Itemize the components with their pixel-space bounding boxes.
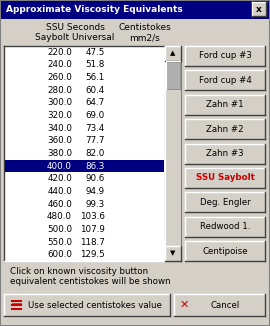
Bar <box>5 160 164 172</box>
Text: 82.0: 82.0 <box>86 149 105 158</box>
Text: 220.0: 220.0 <box>47 48 72 57</box>
Text: 420.0: 420.0 <box>47 174 72 183</box>
Text: 550.0: 550.0 <box>47 238 72 246</box>
Bar <box>4 294 170 316</box>
Bar <box>185 70 265 90</box>
Text: 107.9: 107.9 <box>80 225 105 234</box>
Text: SSU Seconds: SSU Seconds <box>46 23 104 33</box>
Text: 400.0: 400.0 <box>47 162 72 170</box>
Bar <box>4 46 165 261</box>
Text: 47.5: 47.5 <box>86 48 105 57</box>
Text: Ford cup #3: Ford cup #3 <box>198 52 251 61</box>
Text: SSU Saybolt: SSU Saybolt <box>195 173 254 182</box>
Text: Saybolt Universal: Saybolt Universal <box>35 34 115 42</box>
Text: 99.3: 99.3 <box>86 200 105 209</box>
Text: Zahn #1: Zahn #1 <box>206 100 244 109</box>
Text: 600.0: 600.0 <box>47 250 72 259</box>
Text: 86.3: 86.3 <box>86 162 105 170</box>
Text: Ford cup #4: Ford cup #4 <box>198 76 251 85</box>
Text: ✕: ✕ <box>179 300 189 310</box>
Text: 380.0: 380.0 <box>47 149 72 158</box>
Text: 118.7: 118.7 <box>80 238 105 246</box>
Text: Click on known viscosity button: Click on known viscosity button <box>10 268 148 276</box>
Text: Use selected centistokes value: Use selected centistokes value <box>28 301 162 309</box>
Text: 103.6: 103.6 <box>80 212 105 221</box>
Bar <box>252 2 266 16</box>
Bar <box>185 216 265 237</box>
Bar <box>185 119 265 139</box>
Text: Centistokes: Centistokes <box>119 23 171 33</box>
Text: equivalent centistokes will be shown: equivalent centistokes will be shown <box>10 277 171 287</box>
Text: mm2/s: mm2/s <box>130 34 160 42</box>
Text: 56.1: 56.1 <box>86 73 105 82</box>
Text: Approximate Viscosity Equivalents: Approximate Viscosity Equivalents <box>6 6 183 14</box>
Text: 300.0: 300.0 <box>47 98 72 107</box>
Bar <box>185 241 265 261</box>
Text: 77.7: 77.7 <box>86 136 105 145</box>
Bar <box>165 246 181 261</box>
Bar <box>166 61 180 89</box>
Text: 360.0: 360.0 <box>47 136 72 145</box>
Text: 460.0: 460.0 <box>47 200 72 209</box>
Text: 60.4: 60.4 <box>86 86 105 95</box>
Text: 94.9: 94.9 <box>86 187 105 196</box>
Bar <box>1 1 269 19</box>
Text: Zahn #3: Zahn #3 <box>206 149 244 158</box>
Text: 73.4: 73.4 <box>86 124 105 133</box>
Text: ▼: ▼ <box>170 250 176 257</box>
Bar <box>185 46 265 66</box>
Text: Deg. Engler: Deg. Engler <box>200 198 250 207</box>
Text: 129.5: 129.5 <box>80 250 105 259</box>
Text: 51.8: 51.8 <box>86 60 105 69</box>
Text: 320.0: 320.0 <box>47 111 72 120</box>
Text: 90.6: 90.6 <box>86 174 105 183</box>
Text: 280.0: 280.0 <box>47 86 72 95</box>
Text: 240.0: 240.0 <box>47 60 72 69</box>
Text: x: x <box>256 5 262 13</box>
Bar <box>174 294 265 316</box>
Text: 480.0: 480.0 <box>47 212 72 221</box>
Text: Centipoise: Centipoise <box>202 246 248 256</box>
Text: 340.0: 340.0 <box>47 124 72 133</box>
Bar <box>185 95 265 115</box>
Bar <box>165 46 181 61</box>
Text: Zahn #2: Zahn #2 <box>206 125 244 134</box>
Bar <box>185 143 265 164</box>
Text: 500.0: 500.0 <box>47 225 72 234</box>
Bar <box>185 192 265 212</box>
Text: 260.0: 260.0 <box>47 73 72 82</box>
Bar <box>185 168 265 188</box>
Bar <box>165 46 181 261</box>
Text: 69.0: 69.0 <box>86 111 105 120</box>
Text: 64.7: 64.7 <box>86 98 105 107</box>
Text: 440.0: 440.0 <box>47 187 72 196</box>
Text: ▲: ▲ <box>170 51 176 56</box>
Text: Cancel: Cancel <box>211 301 240 309</box>
Text: Redwood 1.: Redwood 1. <box>200 222 250 231</box>
